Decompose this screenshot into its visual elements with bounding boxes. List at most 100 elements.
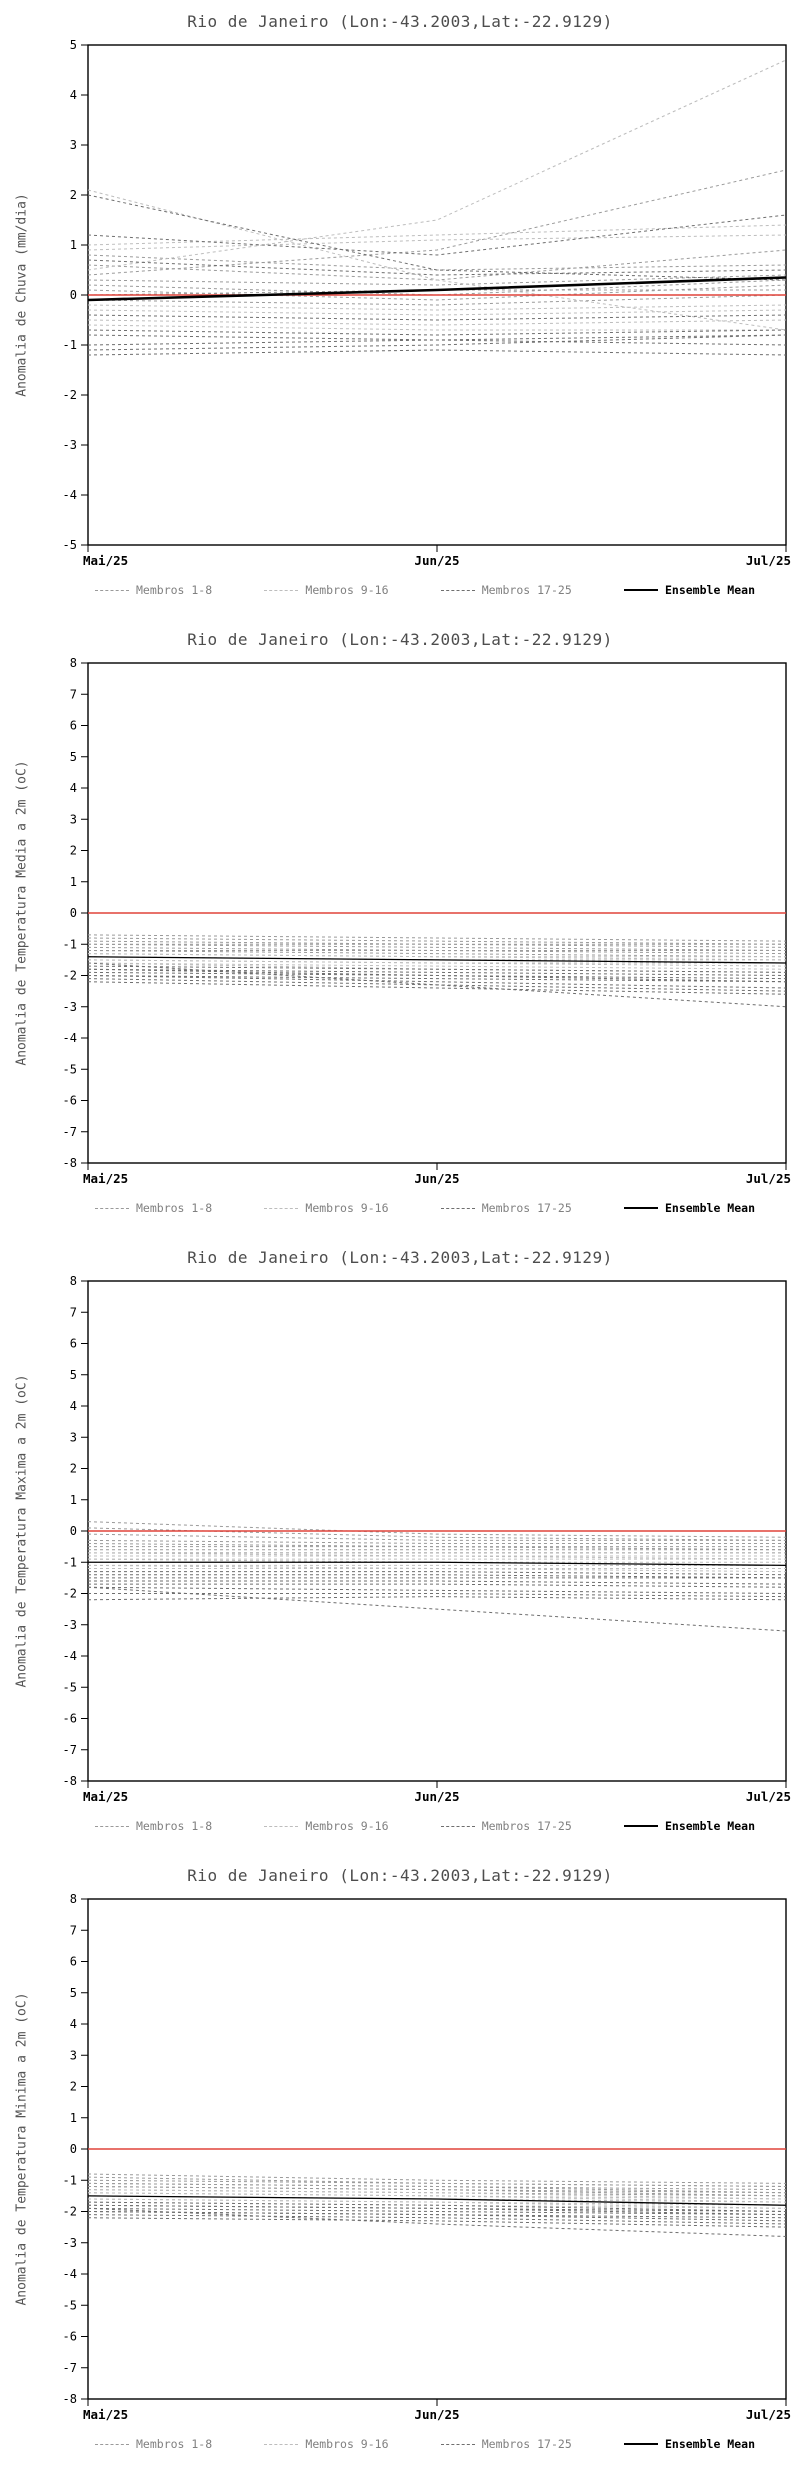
legend-label: Membros 17-25 xyxy=(481,583,572,597)
member-line xyxy=(87,189,787,331)
chart-title: Rio de Janeiro (Lon:-43.2003,Lat:-22.912… xyxy=(187,1866,613,1885)
y-tick-label: 3 xyxy=(70,2048,77,2062)
legend-item-membros-9-16: Membros 9-16 xyxy=(264,2437,389,2451)
legend-label: Membros 17-25 xyxy=(481,1201,572,1215)
legend-item-membros-17-25: Membros 17-25 xyxy=(440,2437,572,2451)
y-tick-label: 0 xyxy=(70,288,77,302)
member-line xyxy=(88,1568,787,1573)
member-line xyxy=(87,2186,787,2197)
y-tick-label: 0 xyxy=(70,906,77,920)
legend-item-membros-17-25: Membros 17-25 xyxy=(440,1201,572,1215)
chart-title: Rio de Janeiro (Lon:-43.2003,Lat:-22.912… xyxy=(187,1248,613,1267)
y-tick-label: -5 xyxy=(63,1680,77,1694)
legend-item-membros-9-16: Membros 9-16 xyxy=(264,583,389,597)
plot-area: -8 -7 -6 -5 -4 -3 -2 -1 0 1 2 3 4 5 6 7 8 Mai/25 Jun/25 Jul… xyxy=(0,1269,800,1817)
y-tick-label: 7 xyxy=(70,1305,77,1319)
legend-item-membros-1-8: Membros 1-8 xyxy=(95,1201,212,1215)
legend-item-membros-9-16: Membros 9-16 xyxy=(264,1819,389,1833)
member-line xyxy=(87,953,787,961)
legend-line-membros-1-8-icon xyxy=(95,589,129,591)
legend-label: Ensemble Mean xyxy=(664,1201,755,1215)
legend-label: Membros 17-25 xyxy=(481,1819,572,1833)
chart-panel: Rio de Janeiro (Lon:-43.2003,Lat:-22.912… xyxy=(0,1236,800,1854)
x-tick-label: Mai/25 xyxy=(83,1789,128,1804)
y-tick-label: 2 xyxy=(70,1462,77,1476)
legend-line-membros-17-25-icon xyxy=(440,1207,475,1209)
legend-line-ensemble-mean-icon xyxy=(623,1825,658,1827)
chart-legend: Membros 1-8 Membros 9-16 Membros 17-25 E… xyxy=(95,2437,755,2451)
y-tick-label: -7 xyxy=(63,1125,77,1139)
legend-label: Membros 1-8 xyxy=(136,583,213,597)
member-line xyxy=(87,274,787,286)
legend-item-ensemble-mean: Ensemble Mean xyxy=(623,2437,755,2451)
legend-line-membros-17-25-icon xyxy=(440,2443,475,2445)
legend-line-membros-9-16-icon xyxy=(264,2443,299,2445)
member-line xyxy=(88,1571,787,1576)
chart-plot: -8 -7 -6 -5 -4 -3 -2 -1 0 1 2 3 4 5 6 7 8 Mai/25 Jun/25 Jul… xyxy=(63,1892,791,2422)
legend-line-ensemble-mean-icon xyxy=(623,2443,658,2445)
member-line xyxy=(88,1555,787,1560)
y-tick-label: 3 xyxy=(70,812,77,826)
legend-label: Membros 9-16 xyxy=(305,2437,389,2451)
member-line xyxy=(87,2204,787,2216)
y-tick-label: -4 xyxy=(63,2267,77,2281)
y-axis-label: Anomalia de Temperatura Minima a 2m (oC) xyxy=(14,1992,30,2306)
x-tick-label: Mai/25 xyxy=(83,1171,128,1186)
y-tick-label: 8 xyxy=(70,656,77,670)
member-line xyxy=(87,1596,787,1601)
member-line xyxy=(87,234,787,251)
member-line xyxy=(88,1574,787,1579)
y-tick-label: 1 xyxy=(70,875,77,889)
member-line xyxy=(88,1593,787,1598)
member-line xyxy=(87,259,787,276)
plot-area: -8 -7 -6 -5 -4 -3 -2 -1 0 1 2 3 4 5 6 7 8 Mai/25 Jun/25 Jul… xyxy=(0,1887,800,2435)
legend-line-membros-9-16-icon xyxy=(264,1825,299,1827)
legend-item-ensemble-mean: Ensemble Mean xyxy=(623,583,755,597)
x-tick-label: Jul/25 xyxy=(746,1789,791,1804)
y-axis-label: Anomalia de Chuva (mm/dia) xyxy=(14,193,30,397)
chart-plot: -5 -4 -3 -2 -1 0 1 2 3 4 5 Mai/25 Jun/25 Jul/25 xyxy=(63,38,791,568)
y-tick-label: -7 xyxy=(63,2361,77,2375)
legend-item-membros-17-25: Membros 17-25 xyxy=(440,1819,572,1833)
y-tick-label: 7 xyxy=(70,687,77,701)
legend-label: Membros 1-8 xyxy=(136,2437,213,2451)
member-line xyxy=(87,339,787,346)
member-line xyxy=(87,309,787,316)
legend-label: Membros 17-25 xyxy=(481,2437,572,2451)
member-line xyxy=(87,194,787,281)
legend-label: Membros 9-16 xyxy=(305,1201,389,1215)
member-line xyxy=(87,934,787,942)
legend-line-membros-1-8-icon xyxy=(95,2443,129,2445)
member-line xyxy=(87,319,787,326)
y-tick-label: 6 xyxy=(70,1955,77,1969)
member-line xyxy=(87,2198,787,2209)
y-tick-label: -2 xyxy=(63,1587,77,1601)
y-tick-label: 3 xyxy=(70,1430,77,1444)
legend-line-membros-9-16-icon xyxy=(264,589,299,591)
member-line xyxy=(87,334,787,351)
chart-legend: Membros 1-8 Membros 9-16 Membros 17-25 E… xyxy=(95,1819,755,1833)
ensemble-mean-line xyxy=(87,956,787,964)
plot-area: -8 -7 -6 -5 -4 -3 -2 -1 0 1 2 3 4 5 6 7 8 Mai/25 Jun/25 Jul… xyxy=(0,651,800,1199)
y-tick-label: 8 xyxy=(70,1892,77,1906)
legend-label: Membros 9-16 xyxy=(305,1819,389,1833)
x-tick-label: Mai/25 xyxy=(83,2407,128,2422)
member-line xyxy=(87,971,787,983)
member-line xyxy=(87,304,787,311)
chart-plot: -8 -7 -6 -5 -4 -3 -2 -1 0 1 2 3 4 5 6 7 8 Mai/25 Jun/25 Jul… xyxy=(63,1274,791,1804)
y-tick-label: -2 xyxy=(63,969,77,983)
legend-label: Membros 1-8 xyxy=(136,1201,213,1215)
member-line xyxy=(87,2201,787,2212)
y-axis-label: Anomalia de Temperatura Maxima a 2m (oC) xyxy=(14,1374,30,1688)
member-line xyxy=(87,950,787,958)
y-tick-label: 5 xyxy=(70,38,77,52)
legend-line-ensemble-mean-icon xyxy=(623,1207,658,1209)
legend-line-membros-17-25-icon xyxy=(440,1825,475,1827)
legend-label: Membros 1-8 xyxy=(136,1819,213,1833)
y-tick-label: -3 xyxy=(63,1000,77,1014)
chart-panel: Rio de Janeiro (Lon:-43.2003,Lat:-22.912… xyxy=(0,0,800,618)
legend-label: Membros 9-16 xyxy=(305,583,389,597)
y-tick-label: -8 xyxy=(63,2392,77,2406)
member-line xyxy=(87,1533,786,1541)
